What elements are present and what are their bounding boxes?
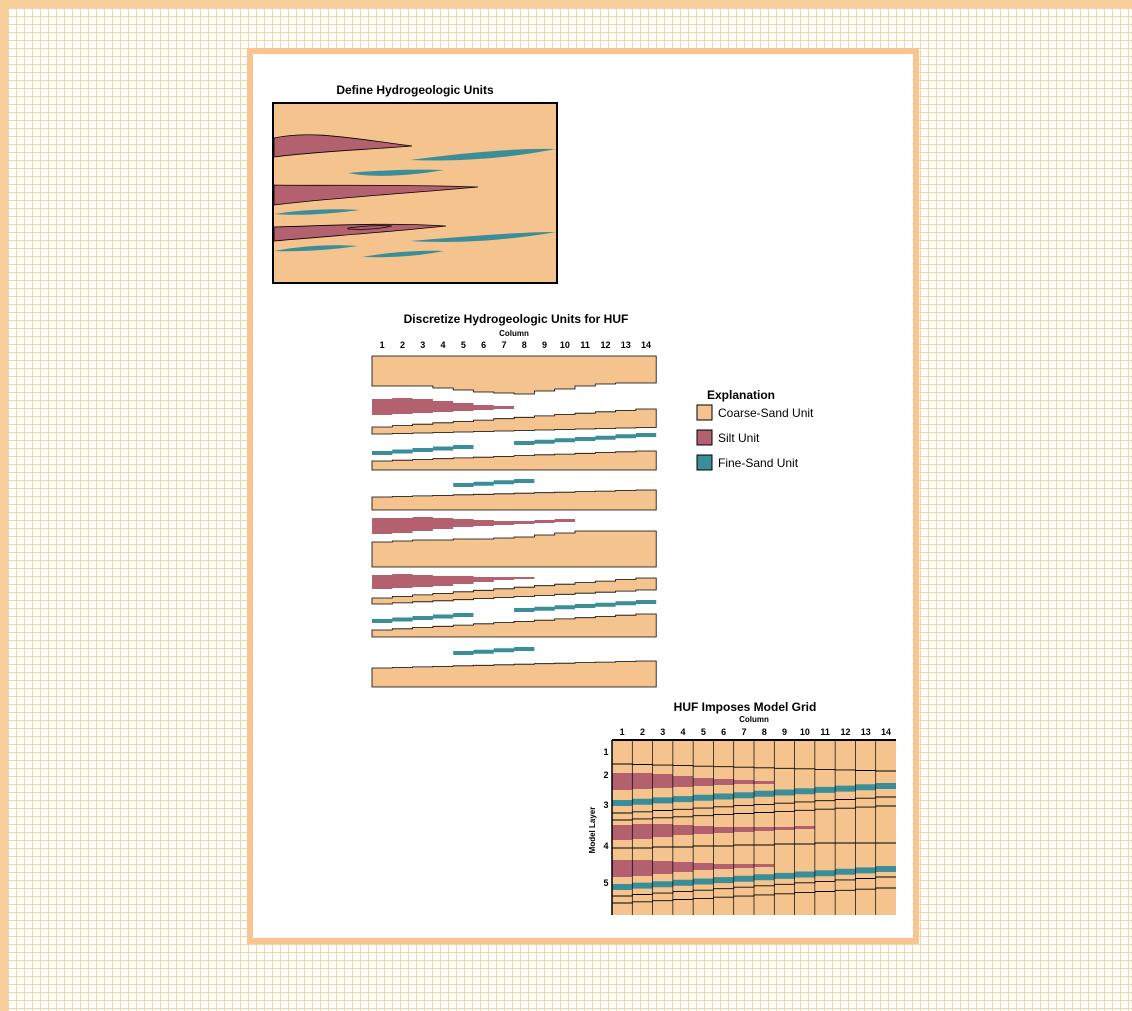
panel2-column-number: 8: [522, 340, 527, 350]
model-layer-number: 2: [603, 770, 608, 780]
model-layer-label: Model Layer: [588, 807, 597, 854]
layer-boundary-line: [612, 796, 896, 814]
panel3-column-number: 7: [741, 727, 746, 737]
silt-lens-3-tail: [347, 225, 393, 230]
panel2-column-number: 1: [380, 340, 385, 350]
panel2-column-number: 13: [621, 340, 631, 350]
panel2-column-number: 10: [560, 340, 570, 350]
silt-lens-2: [273, 184, 479, 206]
coarse-sand-band: [371, 408, 657, 435]
coarse-sand-band: [371, 613, 657, 638]
panel3-column-number: 5: [701, 727, 706, 737]
panel3-column-number: 11: [820, 727, 830, 737]
silt-band: [372, 574, 535, 589]
panel2-column-number: 6: [481, 340, 486, 350]
fine-sand-lens-1: [410, 148, 556, 161]
panel3-column-number: 4: [681, 727, 686, 737]
fine-sand-lens-2: [348, 169, 444, 176]
fine-sand-band: [453, 479, 535, 487]
panel2-column-number: 12: [600, 340, 610, 350]
panel3-column-number: 9: [782, 727, 787, 737]
panel3-column-label: Column: [739, 715, 769, 724]
fine-sand-lens-5: [274, 245, 358, 252]
coarse-sand-band: [371, 577, 657, 605]
model-layer-number: 1: [603, 747, 608, 757]
coarse-sand-band: [371, 489, 657, 511]
fine-sand-band: [514, 433, 657, 445]
fine-sand-band: [514, 600, 657, 612]
coarse-sand-band: [371, 660, 657, 688]
panel3-column-numbers: 1 2 3 4 5 6 7 8 9 10 11 12 13 14: [620, 727, 891, 737]
legend-swatch-coarse-sand: [696, 404, 713, 421]
layer-boundary-line: [612, 876, 896, 897]
legend-swatch-silt: [696, 429, 713, 446]
fine-sand-band: [453, 647, 535, 655]
panel2-column-number: 2: [400, 340, 405, 350]
legend: Explanation Coarse-Sand Unit Silt Unit F…: [696, 388, 814, 471]
coarse-sand-band: [371, 530, 657, 568]
panel2-column-number: 11: [580, 340, 590, 350]
fine-sand-lens-4: [410, 232, 556, 242]
panel3-column-number: 1: [620, 727, 625, 737]
panel3-column-number: 12: [840, 727, 850, 737]
panel3-column-number: 14: [881, 727, 891, 737]
discretized-units: [371, 355, 657, 688]
panel2-column-number: 9: [542, 340, 547, 350]
fine-sand-band: [372, 613, 474, 623]
legend-label-coarse-sand: Coarse-Sand Unit: [718, 406, 814, 420]
silt-band: [372, 398, 515, 415]
silt-band: [372, 517, 575, 534]
panel3-column-number: 6: [721, 727, 726, 737]
fine-sand-band: [372, 445, 474, 455]
panel3-column-number: 3: [660, 727, 665, 737]
panel2-column-numbers: 1 2 3 4 5 6 7 8 9 10 11 12 13 14: [380, 340, 651, 350]
legend-label-fine-sand: Fine-Sand Unit: [718, 456, 799, 470]
panel1-title: Define Hydrogeologic Units: [336, 83, 494, 97]
fine-sand-lens-6: [362, 250, 444, 258]
legend-label-silt: Silt Unit: [718, 431, 760, 445]
coarse-sand-band: [371, 450, 657, 471]
layer-boundary-line: [612, 887, 896, 904]
panel2-column-number: 14: [641, 340, 651, 350]
legend-swatch-fine-sand: [696, 454, 713, 471]
model-layer-number: 3: [603, 800, 608, 810]
panel2-column-number: 7: [501, 340, 506, 350]
legend-title: Explanation: [707, 388, 775, 402]
panel2-title: Discretize Hydrogeologic Units for HUF: [404, 312, 629, 326]
silt-lens-3: [273, 223, 447, 242]
fine-sand-lens-3: [274, 209, 360, 215]
model-layer-numbers: 1 2 3 4 5: [603, 747, 608, 888]
panel3-column-number: 2: [640, 727, 645, 737]
hydrogeologic-units-sketch: [272, 102, 558, 284]
coarse-sand-band: [371, 355, 657, 395]
model-layer-number: 5: [603, 878, 608, 888]
layer-boundary-line: [612, 763, 896, 772]
layer-boundary-line: [612, 842, 896, 849]
panel2-column-number: 4: [441, 340, 446, 350]
model-grid: [611, 739, 896, 915]
panel3-column-number: 8: [762, 727, 767, 737]
panel3-column-number: 13: [861, 727, 871, 737]
panel2-column-label: Column: [499, 329, 529, 338]
panel2-column-number: 5: [461, 340, 466, 350]
model-layer-number: 4: [603, 841, 608, 851]
silt-lens-1: [273, 134, 413, 158]
panel2-column-number: 3: [420, 340, 425, 350]
layer-boundary-line: [612, 805, 896, 821]
panel3-column-number: 10: [800, 727, 810, 737]
panel3-title: HUF Imposes Model Grid: [674, 700, 817, 714]
